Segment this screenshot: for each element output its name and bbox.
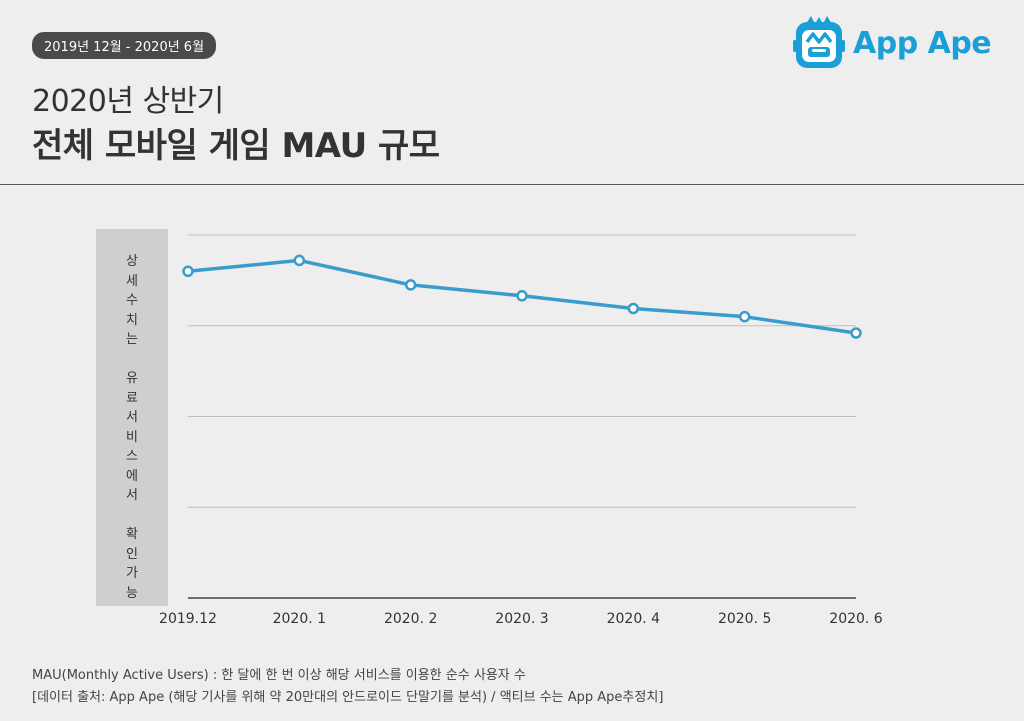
side-note-char: 서 xyxy=(126,488,138,503)
side-note-char: 유 xyxy=(126,371,138,386)
side-note-char: 능 xyxy=(126,585,138,601)
footnote-mau-definition: MAU(Monthly Active Users) : 한 달에 한 번 이상 … xyxy=(32,668,526,683)
side-note-char: 스 xyxy=(126,449,138,464)
page-title-line2: 전체 모바일 게임 MAU 규모 xyxy=(32,126,440,166)
side-note-char: 비 xyxy=(126,429,138,445)
header-divider xyxy=(0,184,1024,185)
side-note-char: 치 xyxy=(126,312,138,328)
side-note-char: 서 xyxy=(126,410,138,425)
side-note-char: 료 xyxy=(126,390,138,406)
data-point xyxy=(850,327,862,339)
side-note-char: 가 xyxy=(126,566,138,581)
side-note-char: 에 xyxy=(126,468,138,484)
x-tick-label: 2020. 6 xyxy=(829,611,883,627)
data-point xyxy=(516,290,528,302)
data-point xyxy=(293,254,306,267)
date-range-badge: 2019년 12월 - 2020년 6월 xyxy=(32,32,217,59)
ape-face-icon xyxy=(793,16,845,68)
footnote-data-source: [데이터 출처: App Ape (해당 기사를 위해 약 20만대의 안드로이… xyxy=(32,690,664,705)
page-title-line1: 2020년 상반기 xyxy=(32,84,224,119)
x-tick-label: 2020. 3 xyxy=(495,611,548,627)
side-note-char: 상 xyxy=(126,254,138,269)
side-note-char: 는 xyxy=(126,332,138,347)
x-tick-label: 2020. 1 xyxy=(273,611,326,627)
data-point xyxy=(182,265,194,278)
x-tick-label: 2020. 4 xyxy=(607,611,661,627)
x-tick-label: 2020. 2 xyxy=(384,611,437,627)
x-tick-label: 2019.12 xyxy=(159,611,217,627)
data-point xyxy=(738,310,751,323)
x-tick-label: 2020. 5 xyxy=(718,611,771,627)
side-note-char: 세 xyxy=(126,273,138,289)
side-note-char: 인 xyxy=(126,546,138,562)
brand-name: App Ape xyxy=(853,25,992,61)
side-note-char: 확 xyxy=(126,527,138,542)
data-point xyxy=(404,279,417,291)
side-note-panel xyxy=(96,229,168,606)
app-ape-logo: App Ape xyxy=(793,14,992,72)
data-point xyxy=(627,302,640,315)
side-note-char: 수 xyxy=(126,293,138,308)
